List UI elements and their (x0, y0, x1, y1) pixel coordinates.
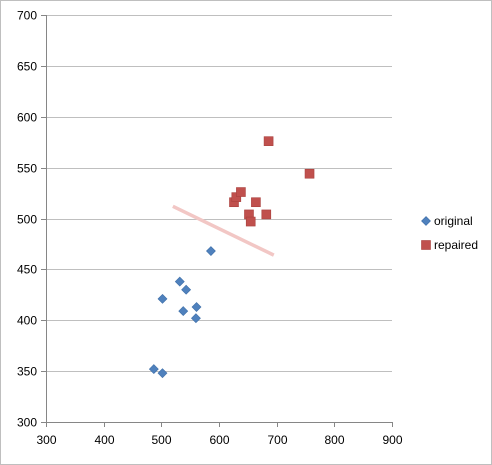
x-tick-label: 700 (267, 433, 287, 447)
legend-repaired-label: repaired (434, 238, 478, 252)
x-tick-label: 300 (36, 433, 56, 447)
x-tick-label: 500 (151, 433, 171, 447)
x-tick-label: 900 (382, 433, 402, 447)
y-tick-label: 700 (17, 9, 37, 23)
x-tick-label: 800 (324, 433, 344, 447)
y-tick-label: 350 (17, 365, 37, 379)
legend-original-marker (421, 216, 431, 226)
y-tick-label: 650 (17, 60, 37, 74)
y-tick-label: 400 (17, 314, 37, 328)
repaired-point (263, 136, 274, 146)
original-point (206, 246, 216, 256)
legend-original-label: original (434, 214, 473, 228)
repaired-point (261, 209, 272, 220)
x-tick-label: 600 (209, 433, 229, 447)
original-point (181, 284, 192, 295)
original-point (178, 306, 189, 317)
legend-repaired-marker (421, 240, 431, 250)
repaired-point (304, 168, 315, 179)
original-point (157, 368, 168, 379)
y-tick-label: 300 (17, 416, 37, 430)
x-tick-label: 400 (94, 433, 114, 447)
original-point (191, 302, 202, 312)
annotation-line (172, 204, 275, 257)
original-point (148, 364, 159, 375)
repaired-point (251, 197, 261, 208)
y-tick-label: 500 (17, 213, 37, 227)
y-tick-label: 550 (17, 162, 37, 176)
y-tick-label: 600 (17, 111, 37, 125)
repaired-point (245, 216, 256, 227)
y-tick-label: 450 (17, 263, 37, 277)
original-point (174, 276, 185, 287)
original-point (191, 313, 201, 324)
repaired-point (236, 187, 246, 197)
original-point (157, 293, 168, 304)
